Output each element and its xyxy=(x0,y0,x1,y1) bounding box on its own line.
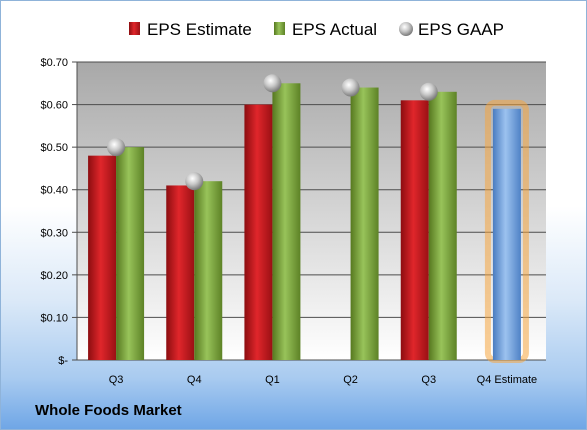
y-tick-label: $0.50 xyxy=(40,142,68,154)
bars xyxy=(88,83,529,363)
y-tick-label: $0.30 xyxy=(40,227,68,239)
y-tick-label: $0.60 xyxy=(40,100,68,112)
point-eps-gaap xyxy=(107,138,126,157)
plot-area xyxy=(77,62,546,360)
x-tick-label: Q4 xyxy=(187,374,202,386)
legend-item-actual: EPS Actual xyxy=(274,20,377,39)
point-eps-gaap xyxy=(341,78,360,97)
x-tick-label: Q3 xyxy=(109,374,124,386)
legend-item-estimate: EPS Estimate xyxy=(129,20,252,39)
point-eps-gaap xyxy=(185,172,204,191)
company-name: Whole Foods Market xyxy=(35,402,182,419)
legend: EPS Estimate EPS Actual EPS GAAP xyxy=(129,20,504,39)
gaap-points xyxy=(107,74,438,191)
legend-swatch-gaap xyxy=(399,22,413,36)
legend-swatch-actual xyxy=(274,22,285,35)
x-tick-label: Q2 xyxy=(343,374,358,386)
point-eps-gaap xyxy=(263,74,282,93)
y-axis: $- $0.10 $0.20 $0.30 $0.40 $0.50 $0.60 $0.70 xyxy=(40,57,78,367)
y-tick-label: $0.20 xyxy=(40,270,68,282)
bar-eps-estimate xyxy=(166,185,195,360)
bar-eps-actual xyxy=(428,91,457,361)
bar-eps-estimate xyxy=(244,104,273,360)
legend-label-gaap: EPS GAAP xyxy=(418,20,504,39)
y-tick-label: $0.10 xyxy=(40,312,68,324)
bar-eps-actual xyxy=(350,87,379,361)
legend-item-gaap: EPS GAAP xyxy=(399,20,504,39)
gridlines xyxy=(77,61,546,361)
bar-eps-estimate xyxy=(400,100,429,361)
y-tick-label: $- xyxy=(58,355,68,367)
x-tick-label: Q1 xyxy=(265,374,280,386)
bar-eps-estimate-next xyxy=(492,108,521,360)
bar-eps-actual xyxy=(116,147,145,360)
legend-label-estimate: EPS Estimate xyxy=(147,20,252,39)
legend-label-actual: EPS Actual xyxy=(292,20,377,39)
point-eps-gaap xyxy=(419,82,438,101)
legend-swatch-estimate xyxy=(129,22,140,35)
bar-eps-estimate xyxy=(88,155,117,360)
y-tick-label: $0.40 xyxy=(40,185,68,197)
x-tick-label: Q4 Estimate xyxy=(477,374,538,386)
y-tick-label: $0.70 xyxy=(40,57,68,69)
bar-eps-actual xyxy=(194,181,223,360)
bar-eps-actual xyxy=(272,83,301,361)
x-tick-label: Q3 xyxy=(421,374,436,386)
x-axis: Q3 Q4 Q1 Q2 Q3 Q4 Estimate xyxy=(109,374,537,386)
